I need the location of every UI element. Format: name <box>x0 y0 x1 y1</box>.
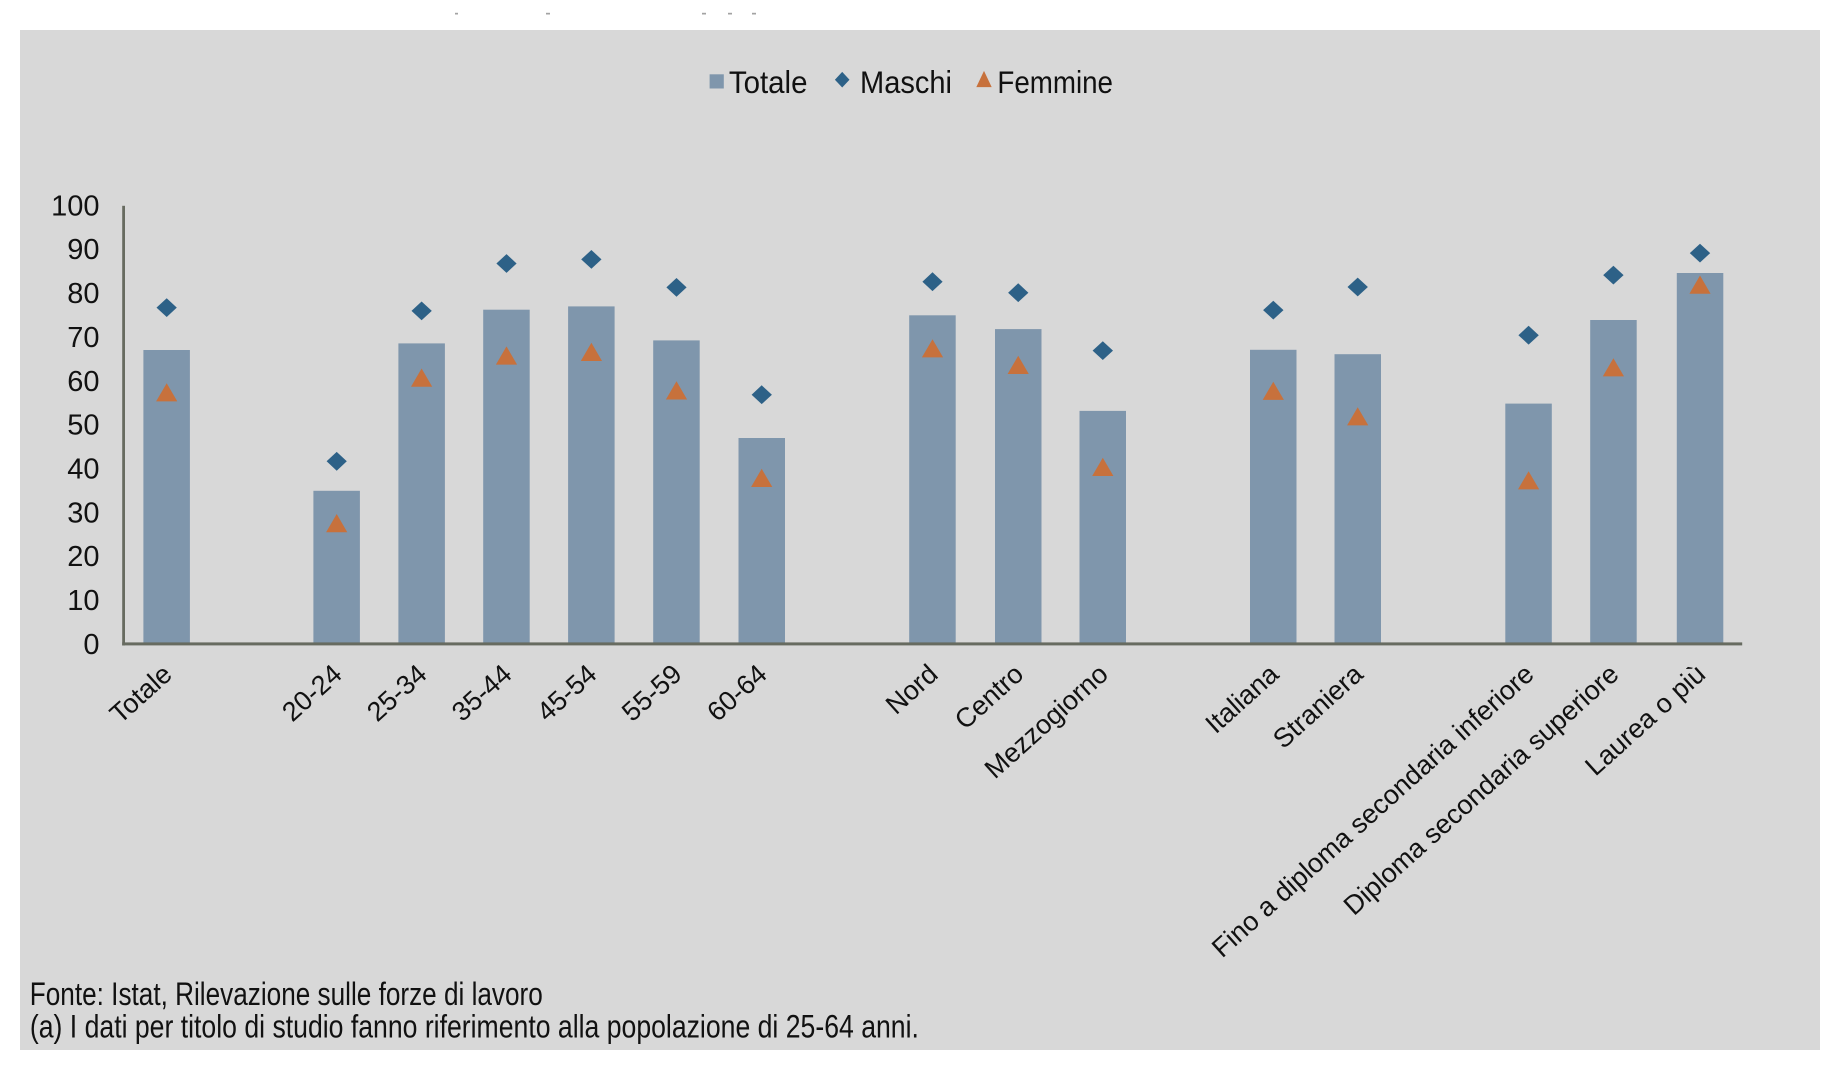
svg-text:80: 80 <box>67 278 99 310</box>
svg-text:40: 40 <box>67 454 99 486</box>
svg-text:70: 70 <box>67 322 99 354</box>
svg-text:90: 90 <box>67 234 99 266</box>
svg-text:0: 0 <box>83 629 99 661</box>
svg-text:60: 60 <box>67 366 99 398</box>
svg-text:(a) I dati per titolo di studi: (a) I dati per titolo di studio fanno ri… <box>30 1008 919 1044</box>
svg-text:Femmine: Femmine <box>997 64 1113 100</box>
svg-text:20: 20 <box>67 541 99 573</box>
svg-text:10: 10 <box>67 585 99 617</box>
svg-text:Fonte: Istat, Rilevazione sull: Fonte: Istat, Rilevazione sulle forze di… <box>30 976 543 1012</box>
svg-text:Totale: Totale <box>729 64 808 100</box>
svg-text:50: 50 <box>67 410 99 442</box>
svg-text:100: 100 <box>51 190 99 222</box>
svg-text:30: 30 <box>67 497 99 529</box>
svg-text:Maschi: Maschi <box>860 64 952 100</box>
